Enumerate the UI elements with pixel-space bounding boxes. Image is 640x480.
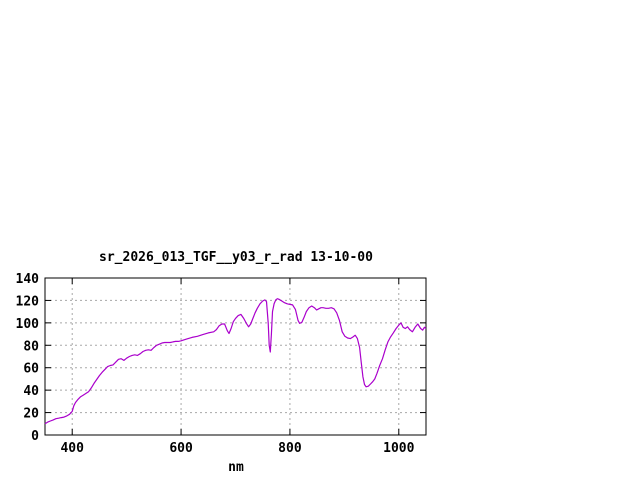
x-tick-label: 600 (169, 441, 193, 456)
x-tick-labels: 400 600 800 1000 (60, 441, 414, 456)
y-tick-label: 120 (16, 294, 40, 309)
y-tick-label: 80 (23, 339, 39, 354)
x-axis-label: nm (228, 460, 244, 475)
y-tick-label: 100 (16, 317, 40, 332)
chart-title: sr_2026_013_TGF__y03_r_rad 13-10-00 (99, 250, 373, 265)
y-tick-label: 60 (23, 362, 39, 377)
axis-ticks (45, 277, 426, 436)
x-tick-label: 800 (278, 441, 302, 456)
x-tick-label: 400 (60, 441, 84, 456)
y-tick-label: 0 (31, 429, 39, 444)
plot-border (44, 277, 427, 436)
y-tick-label: 40 (23, 384, 39, 399)
spectrum-curve (44, 298, 427, 425)
y-tick-labels: 0 20 40 60 80 100 120 140 (16, 272, 40, 444)
x-tick-label: 1000 (383, 441, 414, 456)
y-tick-label: 20 (23, 407, 39, 422)
y-tick-label: 140 (16, 272, 40, 287)
grid-lines (45, 278, 426, 435)
